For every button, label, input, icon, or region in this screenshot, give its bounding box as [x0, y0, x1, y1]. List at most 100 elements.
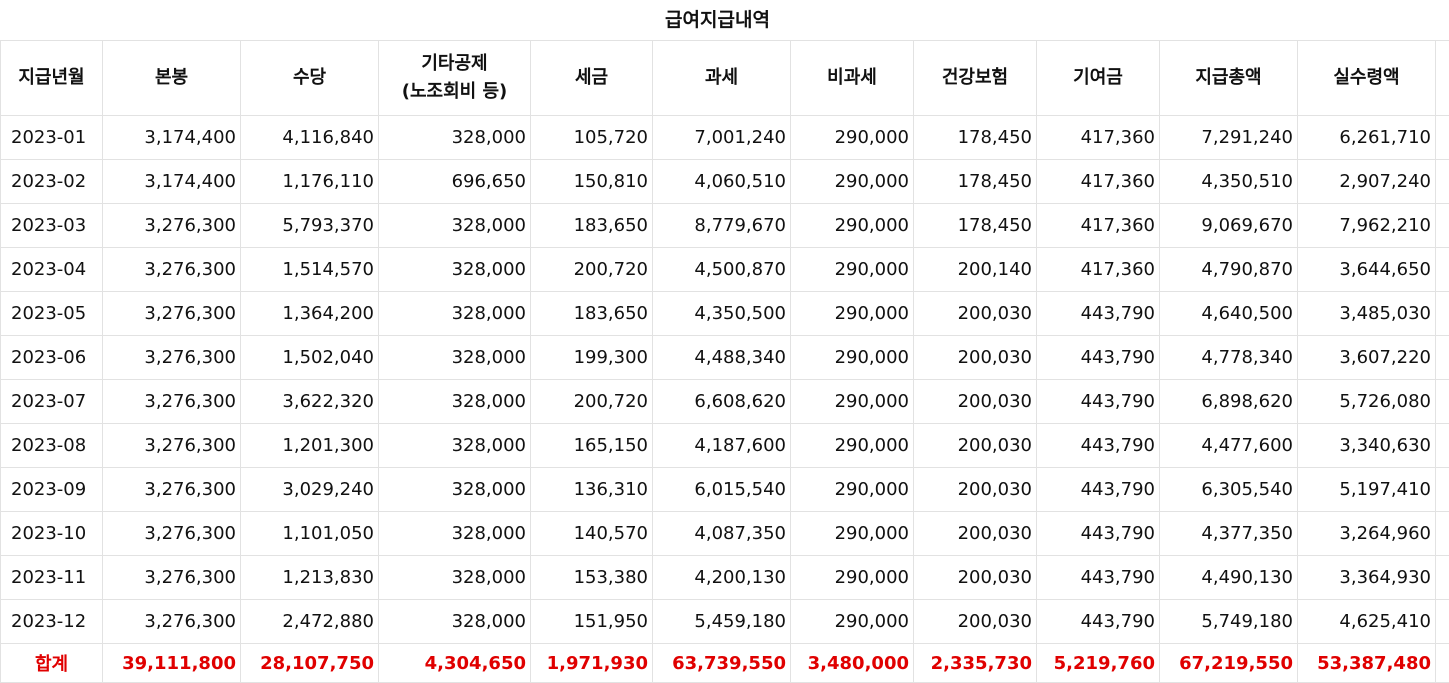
empty-cell	[1435, 291, 1449, 336]
amount-cell: 5,793,370	[240, 203, 379, 248]
total-cell: 4,304,650	[378, 643, 531, 683]
amount-cell: 1,213,830	[240, 555, 379, 600]
empty-cell	[1435, 423, 1449, 468]
month-cell: 2023-02	[0, 159, 103, 204]
amount-cell: 7,291,240	[1159, 115, 1298, 160]
amount-cell: 200,030	[913, 599, 1037, 644]
amount-cell: 4,488,340	[652, 335, 791, 380]
empty-cell	[1435, 599, 1449, 644]
amount-cell: 1,176,110	[240, 159, 379, 204]
amount-cell: 4,350,500	[652, 291, 791, 336]
amount-cell: 200,030	[913, 423, 1037, 468]
total-cell: 1,971,930	[530, 643, 653, 683]
amount-cell: 328,000	[378, 599, 531, 644]
empty-cell	[1435, 115, 1449, 160]
amount-cell: 136,310	[530, 467, 653, 512]
amount-cell: 3,276,300	[102, 423, 241, 468]
amount-cell: 105,720	[530, 115, 653, 160]
amount-cell: 328,000	[378, 291, 531, 336]
amount-cell: 290,000	[790, 203, 914, 248]
total-cell: 2,335,730	[913, 643, 1037, 683]
amount-cell: 417,360	[1036, 115, 1160, 160]
amount-cell: 3,174,400	[102, 159, 241, 204]
header-cell: 지급총액	[1159, 40, 1298, 116]
header-row: 지급년월 본봉 수당 기타공제 (노조회비 등) 세금 과세 비과세 건강보험 기여금 지급총액 실…	[0, 40, 1449, 116]
amount-cell: 178,450	[913, 203, 1037, 248]
amount-cell: 7,001,240	[652, 115, 791, 160]
amount-cell: 443,790	[1036, 379, 1160, 424]
amount-cell: 3,276,300	[102, 335, 241, 380]
amount-cell: 328,000	[378, 335, 531, 380]
amount-cell: 417,360	[1036, 159, 1160, 204]
month-cell: 2023-09	[0, 467, 103, 512]
amount-cell: 1,502,040	[240, 335, 379, 380]
amount-cell: 443,790	[1036, 555, 1160, 600]
total-cell: 67,219,550	[1159, 643, 1298, 683]
month-cell: 2023-10	[0, 511, 103, 556]
month-cell: 2023-11	[0, 555, 103, 600]
amount-cell: 443,790	[1036, 335, 1160, 380]
row: 2023-04 3,276,300 1,514,570 328,000 200,720 4…	[0, 247, 1449, 292]
empty-cell	[1435, 335, 1449, 380]
row: 2023-06 3,276,300 1,502,040 328,000 199,300 4…	[0, 335, 1449, 380]
amount-cell: 443,790	[1036, 423, 1160, 468]
amount-cell: 1,101,050	[240, 511, 379, 556]
amount-cell: 200,720	[530, 379, 653, 424]
amount-cell: 3,607,220	[1297, 335, 1436, 380]
amount-cell: 4,477,600	[1159, 423, 1298, 468]
amount-cell: 290,000	[790, 555, 914, 600]
amount-cell: 328,000	[378, 555, 531, 600]
empty-cell	[1435, 40, 1449, 116]
month-cell: 2023-05	[0, 291, 103, 336]
amount-cell: 5,459,180	[652, 599, 791, 644]
amount-cell: 328,000	[378, 467, 531, 512]
amount-cell: 6,608,620	[652, 379, 791, 424]
amount-cell: 3,340,630	[1297, 423, 1436, 468]
header-cell: 지급년월	[0, 40, 103, 116]
total-cell: 5,219,760	[1036, 643, 1160, 683]
amount-cell: 153,380	[530, 555, 653, 600]
amount-cell: 4,200,130	[652, 555, 791, 600]
amount-cell: 290,000	[790, 599, 914, 644]
total-cell: 3,480,000	[790, 643, 914, 683]
amount-cell: 5,197,410	[1297, 467, 1436, 512]
row: 2023-08 3,276,300 1,201,300 328,000 165,150 4…	[0, 423, 1449, 468]
amount-cell: 200,140	[913, 247, 1037, 292]
amount-cell: 3,276,300	[102, 555, 241, 600]
payroll-table: 지급년월 본봉 수당 기타공제 (노조회비 등) 세금 과세 비과세 건강보험 기여금 지급총액 실…	[0, 40, 1449, 683]
amount-cell: 3,276,300	[102, 379, 241, 424]
amount-cell: 290,000	[790, 247, 914, 292]
amount-cell: 4,778,340	[1159, 335, 1298, 380]
amount-cell: 417,360	[1036, 247, 1160, 292]
month-cell: 2023-03	[0, 203, 103, 248]
empty-cell	[1435, 555, 1449, 600]
amount-cell: 290,000	[790, 379, 914, 424]
amount-cell: 199,300	[530, 335, 653, 380]
row: 2023-05 3,276,300 1,364,200 328,000 183,650 4…	[0, 291, 1449, 336]
amount-cell: 6,261,710	[1297, 115, 1436, 160]
amount-cell: 6,305,540	[1159, 467, 1298, 512]
empty-cell	[1435, 643, 1449, 683]
header-cell: 기여금	[1036, 40, 1160, 116]
empty-cell	[1435, 159, 1449, 204]
amount-cell: 290,000	[790, 335, 914, 380]
amount-cell: 3,029,240	[240, 467, 379, 512]
amount-cell: 178,450	[913, 115, 1037, 160]
amount-cell: 4,087,350	[652, 511, 791, 556]
row: 2023-12 3,276,300 2,472,880 328,000 151,950 5…	[0, 599, 1449, 644]
amount-cell: 8,779,670	[652, 203, 791, 248]
row: 2023-09 3,276,300 3,029,240 328,000 136,310 6…	[0, 467, 1449, 512]
empty-cell	[1435, 247, 1449, 292]
amount-cell: 3,276,300	[102, 247, 241, 292]
amount-cell: 290,000	[790, 511, 914, 556]
empty-cell	[1435, 511, 1449, 556]
header-cell: 세금	[530, 40, 653, 116]
month-cell: 2023-07	[0, 379, 103, 424]
amount-cell: 5,749,180	[1159, 599, 1298, 644]
amount-cell: 443,790	[1036, 467, 1160, 512]
header-cell: 실수령액	[1297, 40, 1436, 116]
amount-cell: 4,490,130	[1159, 555, 1298, 600]
amount-cell: 290,000	[790, 291, 914, 336]
amount-cell: 328,000	[378, 247, 531, 292]
